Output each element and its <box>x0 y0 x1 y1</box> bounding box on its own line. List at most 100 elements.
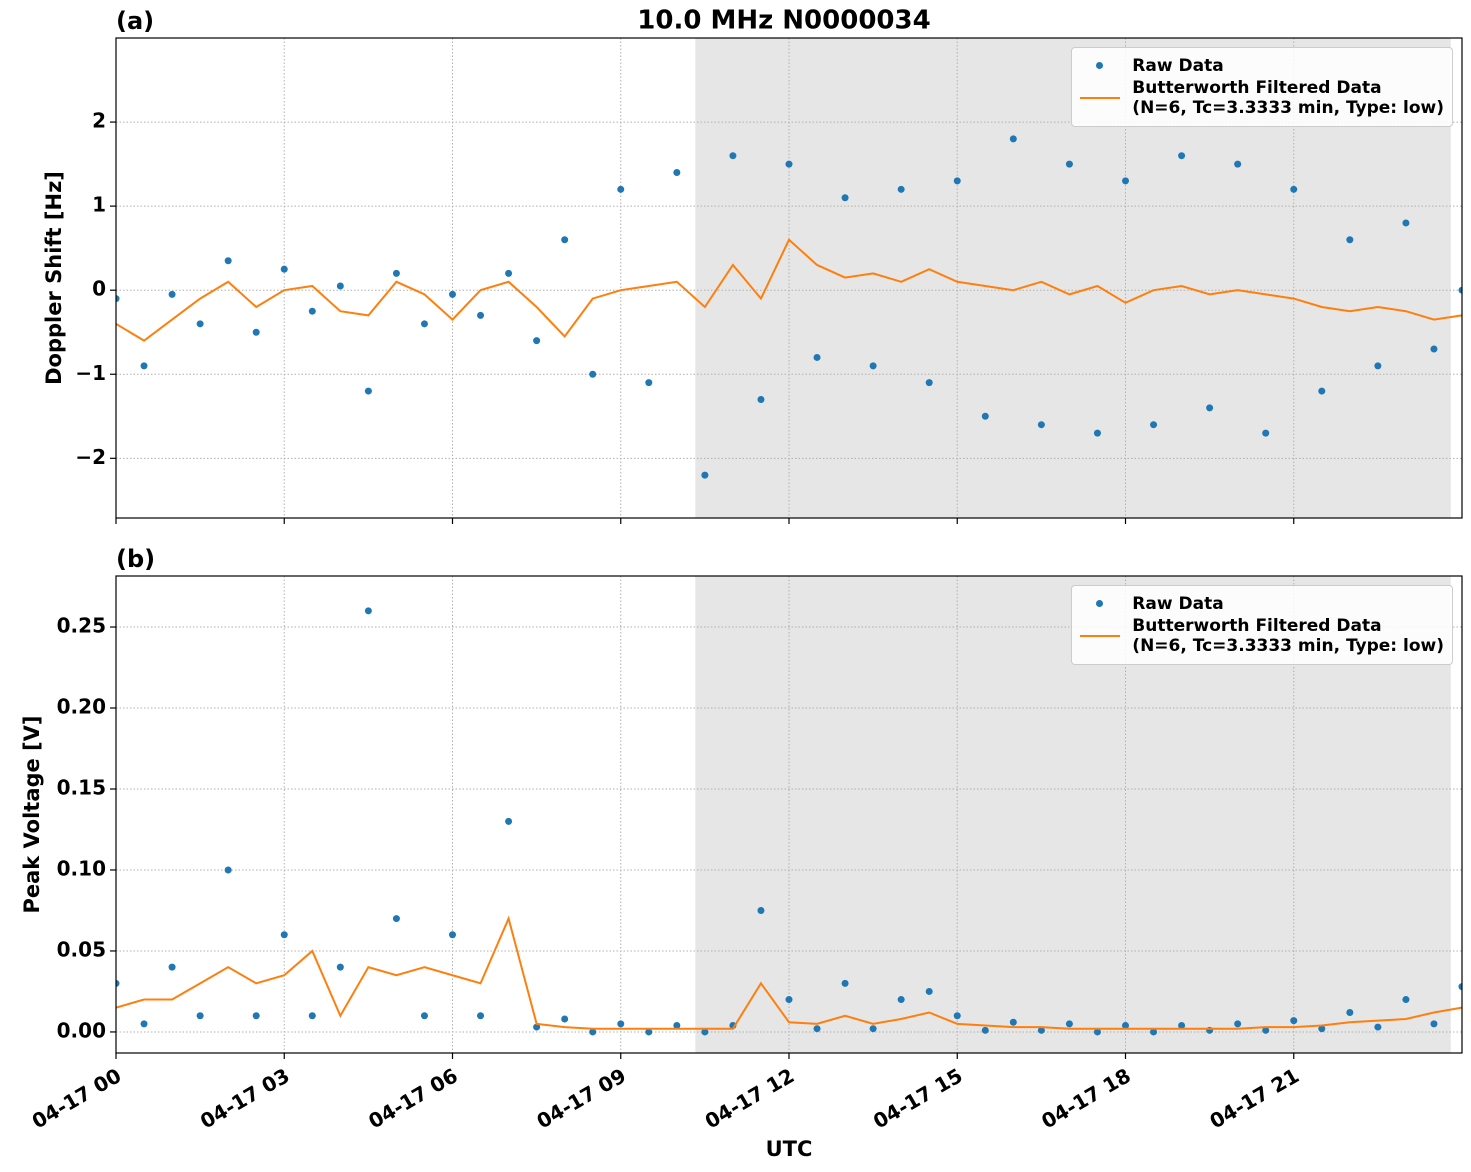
raw-point <box>729 152 737 160</box>
raw-point <box>308 307 316 315</box>
raw-point <box>1093 1028 1101 1036</box>
axes-frame <box>115 37 1463 519</box>
legend-line <box>1080 635 1121 637</box>
raw-point <box>116 295 120 303</box>
legend-label: Raw Data <box>1132 594 1224 614</box>
raw-point <box>897 185 905 193</box>
legend-key <box>1080 88 1121 108</box>
raw-point <box>449 290 456 298</box>
raw-point <box>364 387 372 395</box>
raw-point <box>981 412 989 420</box>
raw-point <box>1430 1020 1438 1028</box>
legend-entry: Butterworth Filtered Data (N=6, Tc=3.333… <box>1080 616 1444 656</box>
y-tick-label: 2 <box>92 109 106 133</box>
raw-point <box>701 471 709 479</box>
axes-frame <box>115 575 1463 1054</box>
y-tick-label: 1 <box>92 193 106 217</box>
raw-point <box>420 1012 428 1020</box>
raw-point <box>925 379 933 387</box>
legend-entry: Butterworth Filtered Data (N=6, Tc=3.333… <box>1080 78 1444 118</box>
y-tick-label: 0.20 <box>57 695 106 719</box>
raw-point <box>1093 429 1101 437</box>
raw-point <box>1009 1018 1017 1026</box>
raw-point <box>140 362 148 370</box>
y-tick-label: 0.05 <box>57 937 106 961</box>
y-tick-label: 0.25 <box>57 614 106 638</box>
raw-point <box>1402 996 1410 1004</box>
raw-point <box>449 931 456 939</box>
raw-point <box>1150 1028 1158 1036</box>
raw-point <box>617 1020 625 1028</box>
raw-point <box>533 337 541 345</box>
raw-point <box>224 257 232 265</box>
raw-point <box>280 265 288 273</box>
legend-key <box>1080 56 1120 76</box>
raw-point <box>841 979 849 987</box>
raw-point <box>701 1028 709 1036</box>
y-tick-label: −2 <box>75 445 106 469</box>
filtered-line <box>116 238 1462 342</box>
raw-point <box>953 177 961 185</box>
raw-point <box>1402 219 1410 227</box>
raw-point <box>224 866 232 874</box>
legend-marker <box>1096 600 1104 607</box>
raw-point <box>1318 387 1326 395</box>
raw-point <box>1122 1021 1129 1029</box>
raw-point <box>140 1020 148 1028</box>
x-tick-label: 04-17 00 <box>28 1063 126 1133</box>
raw-point <box>869 362 877 370</box>
x-tick-label: 04-17 06 <box>364 1063 462 1133</box>
plot-area <box>116 135 1462 479</box>
raw-point <box>1234 160 1242 168</box>
raw-point <box>1037 421 1045 429</box>
raw-point <box>561 1015 569 1023</box>
legend-entry: Raw Data <box>1080 594 1444 614</box>
raw-point <box>196 320 204 328</box>
raw-point <box>392 915 400 923</box>
filtered-line <box>116 915 1462 1030</box>
legend-label: Butterworth Filtered Data (N=6, Tc=3.333… <box>1132 78 1444 118</box>
plot-area <box>116 607 1462 1036</box>
legend-label: Raw Data <box>1132 56 1224 76</box>
y-tick-label: 0 <box>92 277 106 301</box>
raw-point <box>477 1012 485 1020</box>
x-tick-label: 04-17 09 <box>532 1063 630 1133</box>
raw-point <box>1290 1017 1298 1025</box>
raw-point <box>505 817 513 825</box>
raw-point <box>869 1025 877 1033</box>
raw-point <box>757 906 765 914</box>
raw-point <box>392 269 400 277</box>
raw-point <box>308 1012 316 1020</box>
raw-point <box>364 607 372 615</box>
raw-point <box>1318 1025 1326 1033</box>
legend: Raw Data Butterworth Filtered Data (N=6, … <box>1071 47 1453 127</box>
legend-marker <box>1096 62 1104 69</box>
raw-point <box>589 1028 597 1036</box>
raw-point <box>561 236 569 244</box>
raw-point <box>168 290 176 298</box>
raw-point <box>897 996 905 1004</box>
raw-point <box>1290 185 1298 193</box>
y-tick-label: 0.00 <box>57 1018 106 1042</box>
raw-point <box>1065 160 1073 168</box>
x-tick-label: 04-17 21 <box>1205 1063 1303 1133</box>
raw-point <box>645 1028 653 1036</box>
legend-key <box>1080 594 1120 614</box>
raw-point <box>196 1012 204 1020</box>
raw-point <box>116 979 120 987</box>
x-tick-label: 04-17 18 <box>1037 1063 1135 1133</box>
raw-point <box>1458 983 1462 991</box>
raw-point <box>168 963 176 971</box>
raw-point <box>1346 236 1354 244</box>
raw-point <box>953 1012 961 1020</box>
raw-point <box>1009 135 1017 143</box>
raw-point <box>336 963 344 971</box>
raw-point <box>1430 345 1438 353</box>
legend-entry: Raw Data <box>1080 56 1444 76</box>
raw-point <box>1346 1009 1354 1017</box>
raw-point <box>1065 1020 1073 1028</box>
raw-point <box>813 353 821 361</box>
raw-point <box>1262 1026 1270 1034</box>
legend: Raw Data Butterworth Filtered Data (N=6, … <box>1071 585 1453 665</box>
